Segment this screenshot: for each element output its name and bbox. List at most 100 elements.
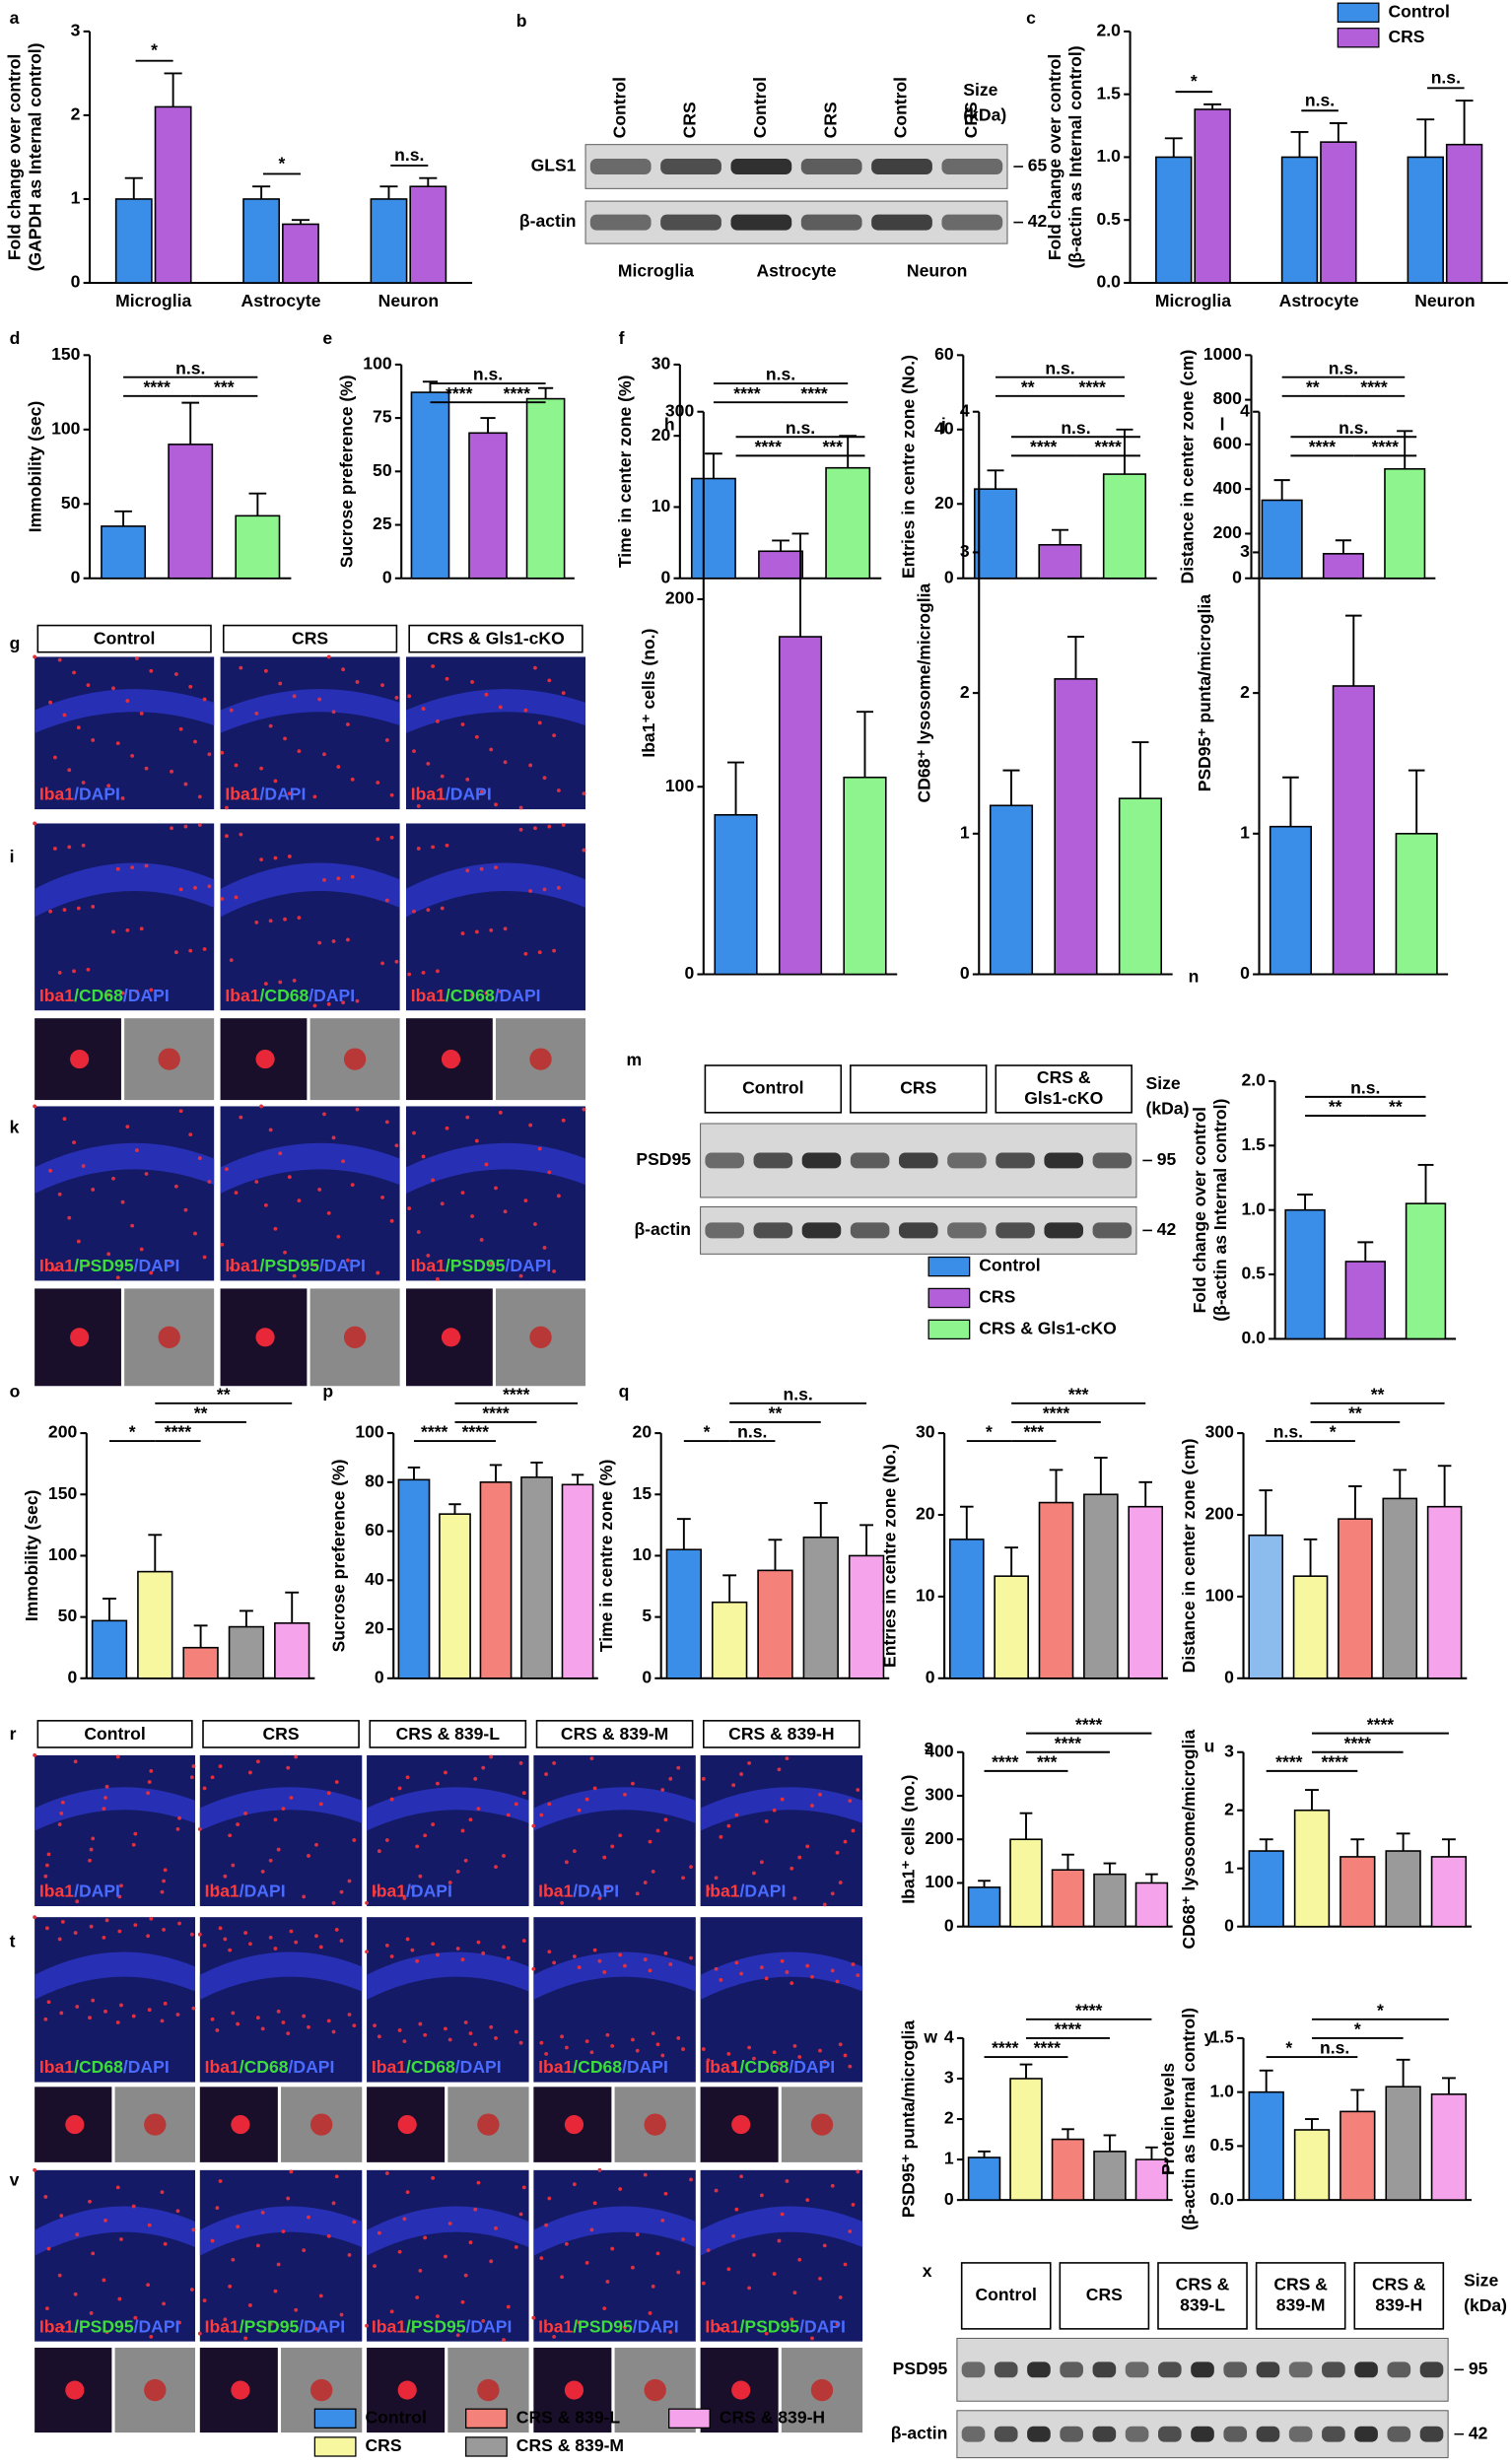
row-label: PSD95 — [636, 1149, 691, 1169]
cell — [564, 1860, 569, 1865]
cell — [423, 1833, 428, 1838]
cell — [380, 961, 384, 966]
legend-swatch — [1337, 2, 1380, 23]
cell — [668, 1962, 673, 1966]
y-tick-label: 100 — [51, 418, 81, 438]
cell — [115, 866, 120, 871]
significance-label: * — [704, 1422, 711, 1442]
cell — [133, 2315, 138, 2320]
size-marker: 95 — [1157, 1149, 1177, 1169]
bar — [137, 1570, 173, 1679]
dapi-layer — [34, 862, 215, 918]
cell — [254, 711, 259, 716]
cell — [777, 2238, 782, 2243]
y-tick-label: 1.0 — [1210, 2081, 1235, 2100]
cell — [412, 1130, 416, 1135]
micrograph — [405, 1106, 586, 1281]
bar — [948, 1539, 985, 1679]
bar — [757, 1569, 793, 1679]
cell — [701, 1776, 706, 1781]
cell — [502, 1854, 506, 1858]
cell — [552, 733, 557, 738]
cell — [281, 2229, 286, 2233]
cell — [810, 1804, 814, 1808]
cell — [131, 2014, 136, 2019]
cell — [547, 1802, 552, 1807]
cell — [276, 2262, 281, 2267]
cell — [484, 991, 489, 995]
bar — [967, 1886, 1001, 1928]
y-tick-label: 2 — [1240, 682, 1250, 702]
cell — [412, 749, 416, 754]
stain-part: Iba1 — [411, 1256, 446, 1275]
cell — [286, 2031, 291, 2036]
cell — [436, 969, 440, 974]
significance-label: **** — [992, 1752, 1019, 1772]
cell — [663, 1951, 668, 1955]
significance-label: **** — [421, 1422, 448, 1442]
cell — [394, 959, 399, 964]
inset-cell — [731, 2115, 751, 2135]
cell — [445, 843, 449, 848]
y-tick-label: 1.5 — [1241, 1134, 1266, 1154]
cell — [135, 1148, 139, 1153]
y-axis-label: Distance in center zone (cm) — [1177, 350, 1197, 584]
cell — [447, 2037, 452, 2042]
y-axis-label: Protein levels — [1158, 2063, 1178, 2175]
cell — [175, 1826, 180, 1831]
column-header-box — [369, 1720, 527, 1748]
bar — [282, 223, 319, 284]
cell — [734, 1960, 739, 1965]
y-tick-label: 0 — [944, 1915, 954, 1935]
inset-render-cell — [810, 2113, 834, 2136]
column-header-box — [408, 624, 584, 653]
cell — [228, 1833, 233, 1838]
lane-label: Control — [891, 77, 911, 138]
y-tick-label: 4 — [960, 400, 970, 420]
cell — [790, 1866, 794, 1871]
group-box — [995, 1064, 1133, 1114]
cell — [339, 2312, 344, 2317]
cell — [88, 2199, 92, 2204]
stain-part: /DAPI — [495, 985, 541, 1004]
band — [947, 1152, 987, 1169]
stain-part: Iba1 — [372, 2057, 406, 2077]
cell — [260, 2210, 265, 2215]
band — [1125, 2361, 1149, 2378]
cell — [307, 2215, 310, 2220]
cell — [355, 998, 360, 1003]
significance-label: n.s. — [783, 1384, 812, 1403]
cell — [91, 905, 96, 909]
cell — [268, 1935, 273, 1940]
cell — [115, 2020, 120, 2024]
cell — [131, 1842, 136, 1847]
cell — [810, 1974, 814, 1979]
cell — [605, 2280, 610, 2284]
significance-label: n.s. — [1305, 90, 1335, 109]
inset-cell — [65, 2380, 85, 2400]
significance-label: **** — [1321, 1752, 1348, 1772]
bar — [1430, 1856, 1468, 1928]
column-header-box — [36, 1720, 193, 1748]
group-label: Control — [976, 2285, 1037, 2304]
bar — [665, 1548, 703, 1679]
stain-part: /PSD95 — [573, 2316, 633, 2336]
band — [1157, 2426, 1182, 2442]
inset-render-cell — [309, 2113, 333, 2136]
panel-letter: b — [516, 11, 527, 31]
cell — [436, 2314, 440, 2319]
micrograph — [199, 1754, 363, 1906]
significance-label: ** — [1306, 376, 1320, 396]
cell — [215, 1884, 220, 1889]
dapi-layer — [367, 2206, 529, 2256]
band — [1223, 2361, 1248, 2378]
stain-part: /PSD95 — [406, 2316, 466, 2336]
cell — [415, 1958, 420, 1963]
cell — [193, 1231, 197, 1236]
stain-part: /DAPI — [134, 1256, 180, 1275]
significance-label: **** — [1030, 437, 1058, 456]
cell — [663, 2191, 668, 2196]
cell — [384, 1120, 389, 1125]
y-tick-label: 400 — [1213, 478, 1243, 498]
band — [1092, 1152, 1133, 1169]
